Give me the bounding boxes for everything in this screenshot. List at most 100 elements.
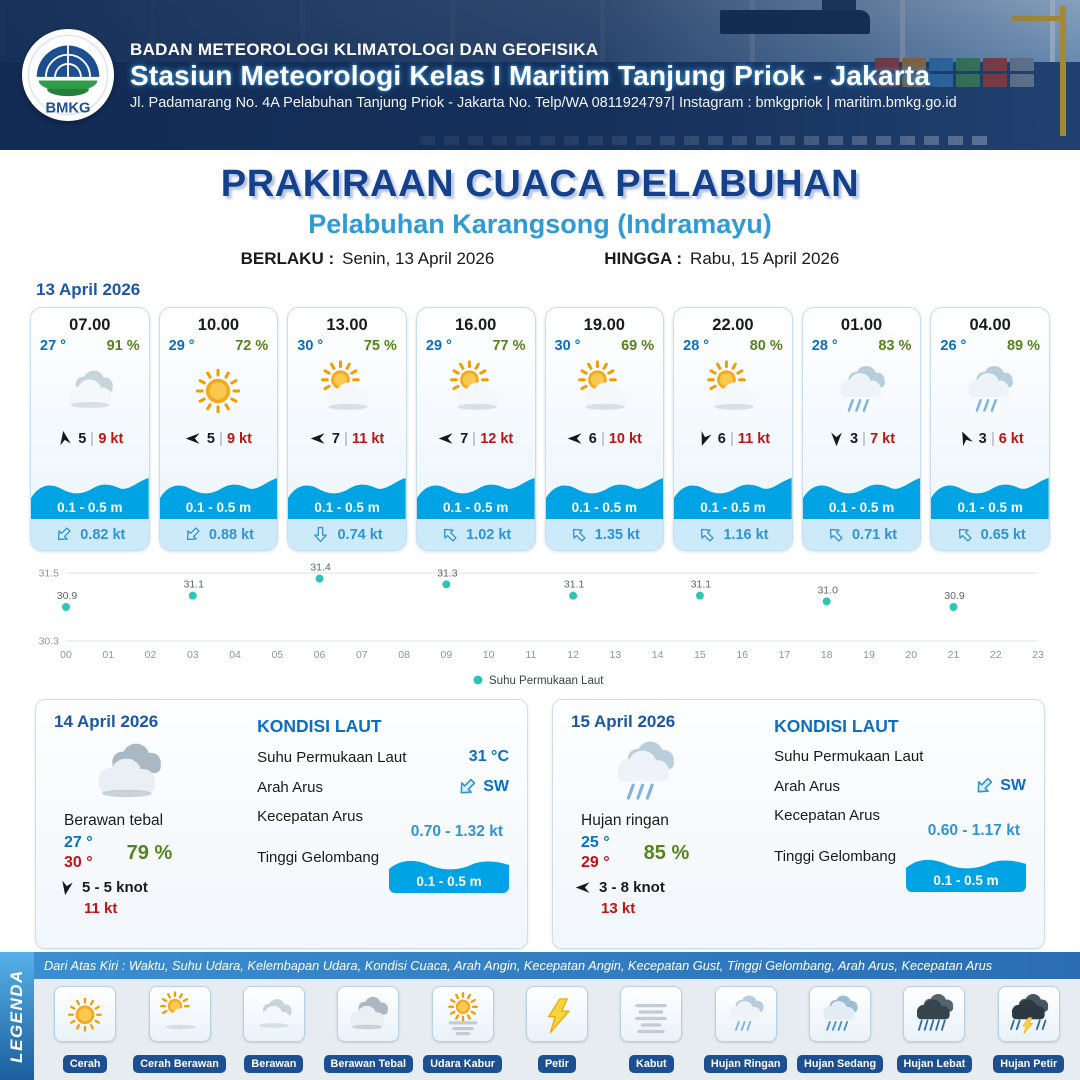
wave-height-value: 0.1 - 0.5 m bbox=[57, 500, 123, 515]
legend-item-label: Hujan Ringan bbox=[703, 1055, 788, 1073]
legend-item: Udara Kabur bbox=[415, 986, 509, 1073]
wind-divider bbox=[91, 431, 94, 446]
wave-height-value: 0.1 - 0.5 m bbox=[828, 500, 895, 515]
current-direction-arrow bbox=[452, 771, 483, 802]
wind-gust: 11 kt bbox=[351, 430, 385, 447]
legend-item: Hujan Petir bbox=[982, 986, 1076, 1073]
current-row: 1.02 kt bbox=[416, 519, 535, 550]
legend-item-label: Kabut bbox=[629, 1055, 674, 1073]
current-speed-label: Kecepatan Arus bbox=[257, 808, 364, 825]
current-direction-arrow bbox=[50, 521, 77, 548]
wind-direction-arrow bbox=[693, 428, 715, 450]
cerah-berawan-icon bbox=[674, 354, 792, 426]
cerah-berawan-icon bbox=[417, 354, 535, 426]
daily-wind-range: 3 - 8 knot bbox=[599, 879, 665, 896]
forecast-card: 07.00 27 ° 91 % 5 9 kt 0.1 - 0.5 m bbox=[30, 307, 150, 551]
hujan-petir-icon bbox=[1005, 991, 1053, 1037]
daily-humidity: 85 % bbox=[643, 841, 690, 864]
daily-date: 15 April 2026 bbox=[571, 712, 676, 731]
current-speed: 0.74 kt bbox=[337, 526, 383, 543]
berawan-icon bbox=[250, 991, 298, 1037]
legend-item-label: Petir bbox=[537, 1055, 576, 1073]
forecast-time: 07.00 bbox=[69, 316, 111, 334]
legend-icon-tile bbox=[809, 986, 872, 1042]
x-tick-label: 23 bbox=[1032, 649, 1044, 661]
forecast-date-label: 13 April 2026 bbox=[36, 280, 141, 299]
legend-icon-tile bbox=[620, 986, 683, 1042]
wind-gust: 9 kt bbox=[226, 430, 252, 447]
wave-graphic bbox=[288, 478, 406, 519]
org-name: BADAN METEOROLOGI KLIMATOLOGI DAN GEOFIS… bbox=[130, 39, 599, 59]
forecast-card: 22.00 28 ° 80 % 6 11 kt 0.1 - 0.5 m bbox=[673, 307, 793, 551]
wave-height-value: 0.1 - 0.5 m bbox=[416, 874, 482, 889]
x-tick-label: 13 bbox=[610, 649, 622, 661]
bmkg-logo-text: BMKG bbox=[46, 101, 91, 117]
wind-speed: 6 bbox=[588, 430, 597, 447]
wind-row: 6 10 kt bbox=[546, 426, 664, 451]
hujan-ringan-icon bbox=[597, 734, 693, 810]
wind-divider bbox=[991, 431, 994, 446]
forecast-card: 10.00 29 ° 72 % 5 9 kt 0.1 - 0.5 m bbox=[158, 307, 279, 551]
wave-height-band: 0.1 - 0.5 m bbox=[159, 472, 278, 519]
x-tick-label: 06 bbox=[314, 649, 326, 661]
hujan-ringan-icon bbox=[722, 991, 770, 1037]
page-subtitle: Pelabuhan Karangsong (Indramayu) bbox=[308, 209, 772, 239]
current-speed: 1.16 kt bbox=[723, 526, 769, 543]
point-label: 31.1 bbox=[564, 579, 585, 591]
current-speed-value: 0.60 - 1.17 kt bbox=[927, 822, 1020, 839]
x-tick-label: 12 bbox=[567, 649, 579, 661]
chart-legend-dot bbox=[473, 675, 483, 685]
x-tick-label: 19 bbox=[863, 649, 875, 661]
wave-height-value: 0.1 - 0.5 m bbox=[957, 500, 1023, 515]
current-direction-value: SW bbox=[483, 778, 509, 795]
current-row: 0.82 kt bbox=[31, 519, 149, 550]
wind-speed: 7 bbox=[460, 430, 469, 447]
legend-icon-tile bbox=[431, 986, 494, 1042]
x-tick-label: 10 bbox=[483, 649, 495, 661]
hujan-ringan-icon bbox=[803, 354, 921, 426]
cerah-icon bbox=[61, 991, 109, 1037]
wind-row: 7 11 kt bbox=[288, 426, 406, 451]
wind-direction-arrow bbox=[57, 878, 77, 898]
header-banner: BMKG BADAN METEOROLOGI KLIMATOLOGI DAN G… bbox=[0, 0, 1080, 150]
legend-title: LEGENDA bbox=[7, 969, 26, 1063]
wind-direction-arrow bbox=[185, 430, 202, 447]
legend-title-strip: LEGENDA bbox=[0, 952, 34, 1080]
sst-point bbox=[315, 574, 324, 583]
air-temperature: 29 ° bbox=[168, 338, 195, 354]
daily-temps: 27 ° 30 ° 79 % bbox=[64, 834, 245, 872]
title-block: PRAKIRAAN CUACA PELABUHAN Pelabuhan Kara… bbox=[0, 150, 1080, 269]
temp-min: 25 ° bbox=[581, 834, 610, 851]
legend-icon-tile bbox=[714, 986, 777, 1042]
valid-to-value: Rabu, 15 April 2026 bbox=[690, 249, 840, 268]
berawan-icon bbox=[31, 354, 149, 426]
wind-divider bbox=[219, 431, 222, 446]
x-tick-label: 04 bbox=[229, 649, 241, 661]
humidity-value: 89 % bbox=[1006, 338, 1040, 354]
daily-wind-gust: 13 kt bbox=[601, 900, 636, 917]
hujan-ringan-icon bbox=[931, 354, 1049, 426]
legend-item-label: Hujan Sedang bbox=[797, 1055, 884, 1073]
wave-height-value: 0.1 - 0.5 m bbox=[700, 500, 766, 515]
wind-speed: 3 bbox=[850, 430, 859, 447]
wind-speed: 6 bbox=[717, 430, 726, 447]
station-name: Stasiun Meteorologi Kelas I Maritim Tanj… bbox=[130, 59, 931, 91]
legend-item-label: Cerah Berawan bbox=[133, 1055, 226, 1073]
wind-direction-arrow bbox=[55, 429, 75, 449]
air-temperature: 30 ° bbox=[297, 338, 324, 354]
header-overlay bbox=[0, 0, 1080, 150]
daily-humidity: 79 % bbox=[126, 841, 173, 864]
current-direction-label: Arah Arus bbox=[257, 778, 323, 796]
forecast-card: 19.00 30 ° 69 % 6 10 kt 0.1 - 0.5 m bbox=[544, 307, 665, 551]
wave-height-value: 0.1 - 0.5 m bbox=[314, 500, 380, 515]
current-speed: 0.71 kt bbox=[851, 526, 898, 543]
current-direction-arrow bbox=[951, 521, 978, 548]
legend-item-label: Berawan bbox=[244, 1055, 304, 1073]
daily-card: 14 April 2026 Berawan tebal 27 ° 30 ° 79… bbox=[35, 699, 528, 949]
legend-item-label: Hujan Petir bbox=[993, 1055, 1065, 1073]
wave-height-band: 0.1 - 0.5 m bbox=[288, 472, 406, 519]
current-direction-arrow bbox=[311, 525, 330, 544]
legend-item-label: Cerah bbox=[62, 1055, 108, 1073]
wave-graphic bbox=[159, 478, 278, 519]
